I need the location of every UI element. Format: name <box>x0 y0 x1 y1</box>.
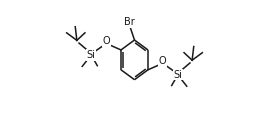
Text: O: O <box>102 36 110 46</box>
Text: Si: Si <box>174 70 183 80</box>
Text: O: O <box>159 56 167 66</box>
Text: Br: Br <box>124 17 135 27</box>
Text: Si: Si <box>86 50 95 60</box>
